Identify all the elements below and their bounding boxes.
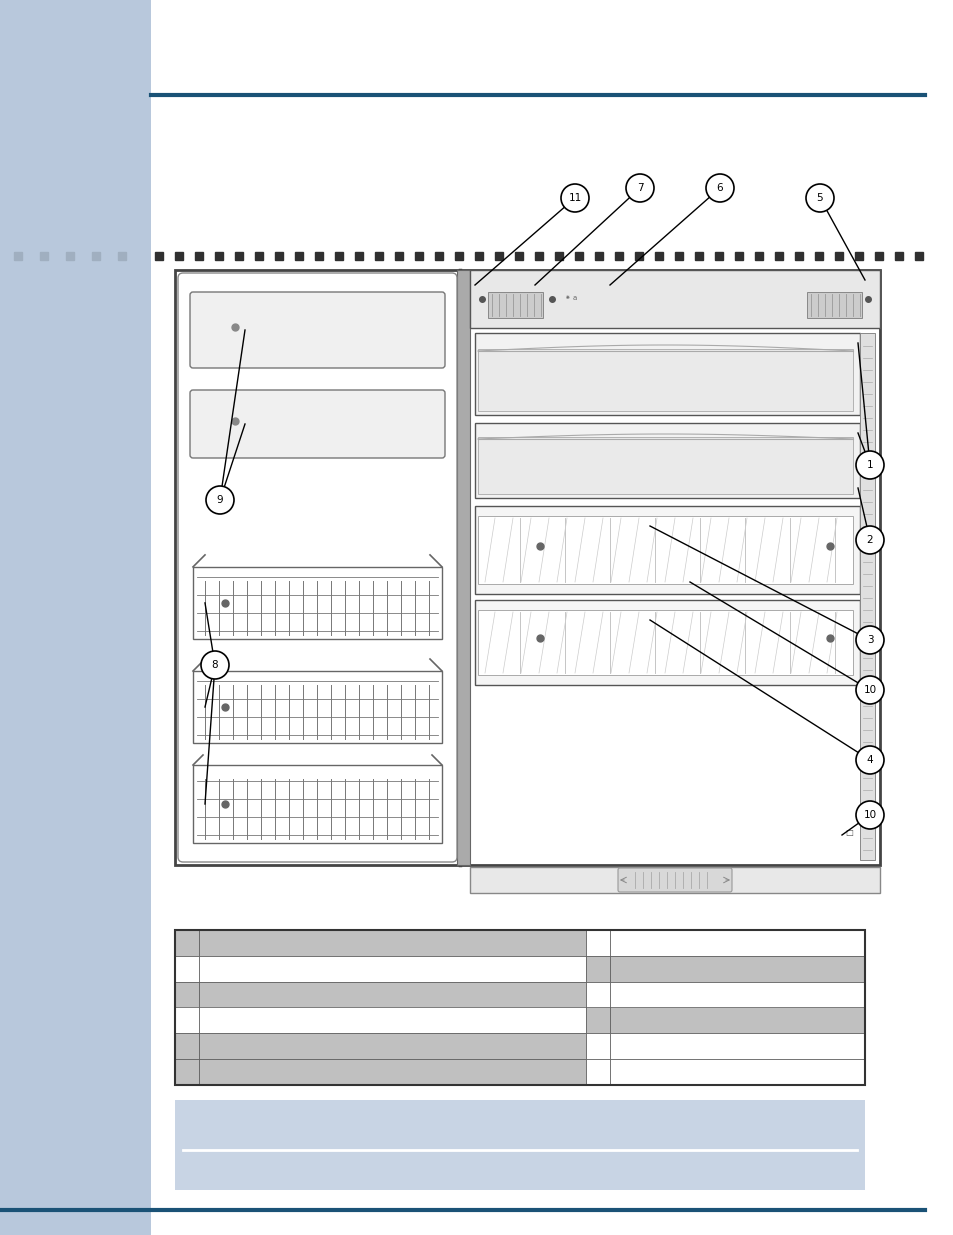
Text: 3: 3 [865,635,872,645]
Circle shape [560,184,588,212]
Bar [174,930,864,1086]
Bar [199,1060,585,1086]
Bar [174,1008,199,1034]
FancyBboxPatch shape [178,273,456,862]
Bar [174,1060,199,1086]
Bar [470,270,879,329]
Circle shape [855,451,883,479]
Text: 1: 1 [865,459,872,471]
Circle shape [855,676,883,704]
Bar [585,930,609,956]
Text: 5: 5 [816,193,822,203]
Text: 6: 6 [716,183,722,193]
Bar [174,1034,199,1060]
Bar [609,1034,864,1060]
Bar [193,764,441,844]
Text: □: □ [844,827,852,837]
Bar [585,1034,609,1060]
Circle shape [855,526,883,555]
Bar [475,600,859,685]
Circle shape [705,174,733,203]
Bar [585,1060,609,1086]
Bar [174,982,199,1008]
Text: 4: 4 [865,755,872,764]
Bar [806,291,862,317]
Bar [585,982,609,1008]
Circle shape [855,626,883,655]
Bar [609,1060,864,1086]
Bar [199,982,585,1008]
Bar [488,291,542,317]
Bar [475,424,859,498]
Bar [456,270,470,864]
Bar [193,671,441,743]
Circle shape [855,802,883,829]
Text: 10: 10 [862,685,876,695]
Bar [585,1008,609,1034]
FancyBboxPatch shape [190,291,444,368]
Bar [174,270,879,864]
Bar [609,956,864,982]
Circle shape [206,487,233,514]
Bar [0,0,151,1235]
Bar [585,956,609,982]
Bar [199,956,585,982]
Bar [174,1100,864,1191]
FancyBboxPatch shape [190,390,444,458]
Bar [199,1034,585,1060]
Text: 9: 9 [216,495,223,505]
Bar [609,1008,864,1034]
Bar [477,350,852,411]
Text: ⁕ a: ⁕ a [564,295,577,301]
Bar [470,867,879,893]
Text: 7: 7 [636,183,642,193]
Bar [477,516,852,584]
Text: 8: 8 [212,659,218,671]
Bar [199,930,585,956]
Bar [174,956,199,982]
Bar [859,333,874,860]
Bar [477,437,852,494]
Text: 11: 11 [568,193,581,203]
Circle shape [201,651,229,679]
Bar [477,610,852,676]
Bar [609,930,864,956]
Circle shape [625,174,654,203]
Text: 10: 10 [862,810,876,820]
Bar [475,506,859,594]
FancyBboxPatch shape [618,868,731,892]
Circle shape [805,184,833,212]
Bar [609,982,864,1008]
Bar [193,567,441,638]
Bar [475,333,859,415]
Circle shape [855,746,883,774]
Bar [174,930,199,956]
Bar [199,1008,585,1034]
Text: 2: 2 [865,535,872,545]
